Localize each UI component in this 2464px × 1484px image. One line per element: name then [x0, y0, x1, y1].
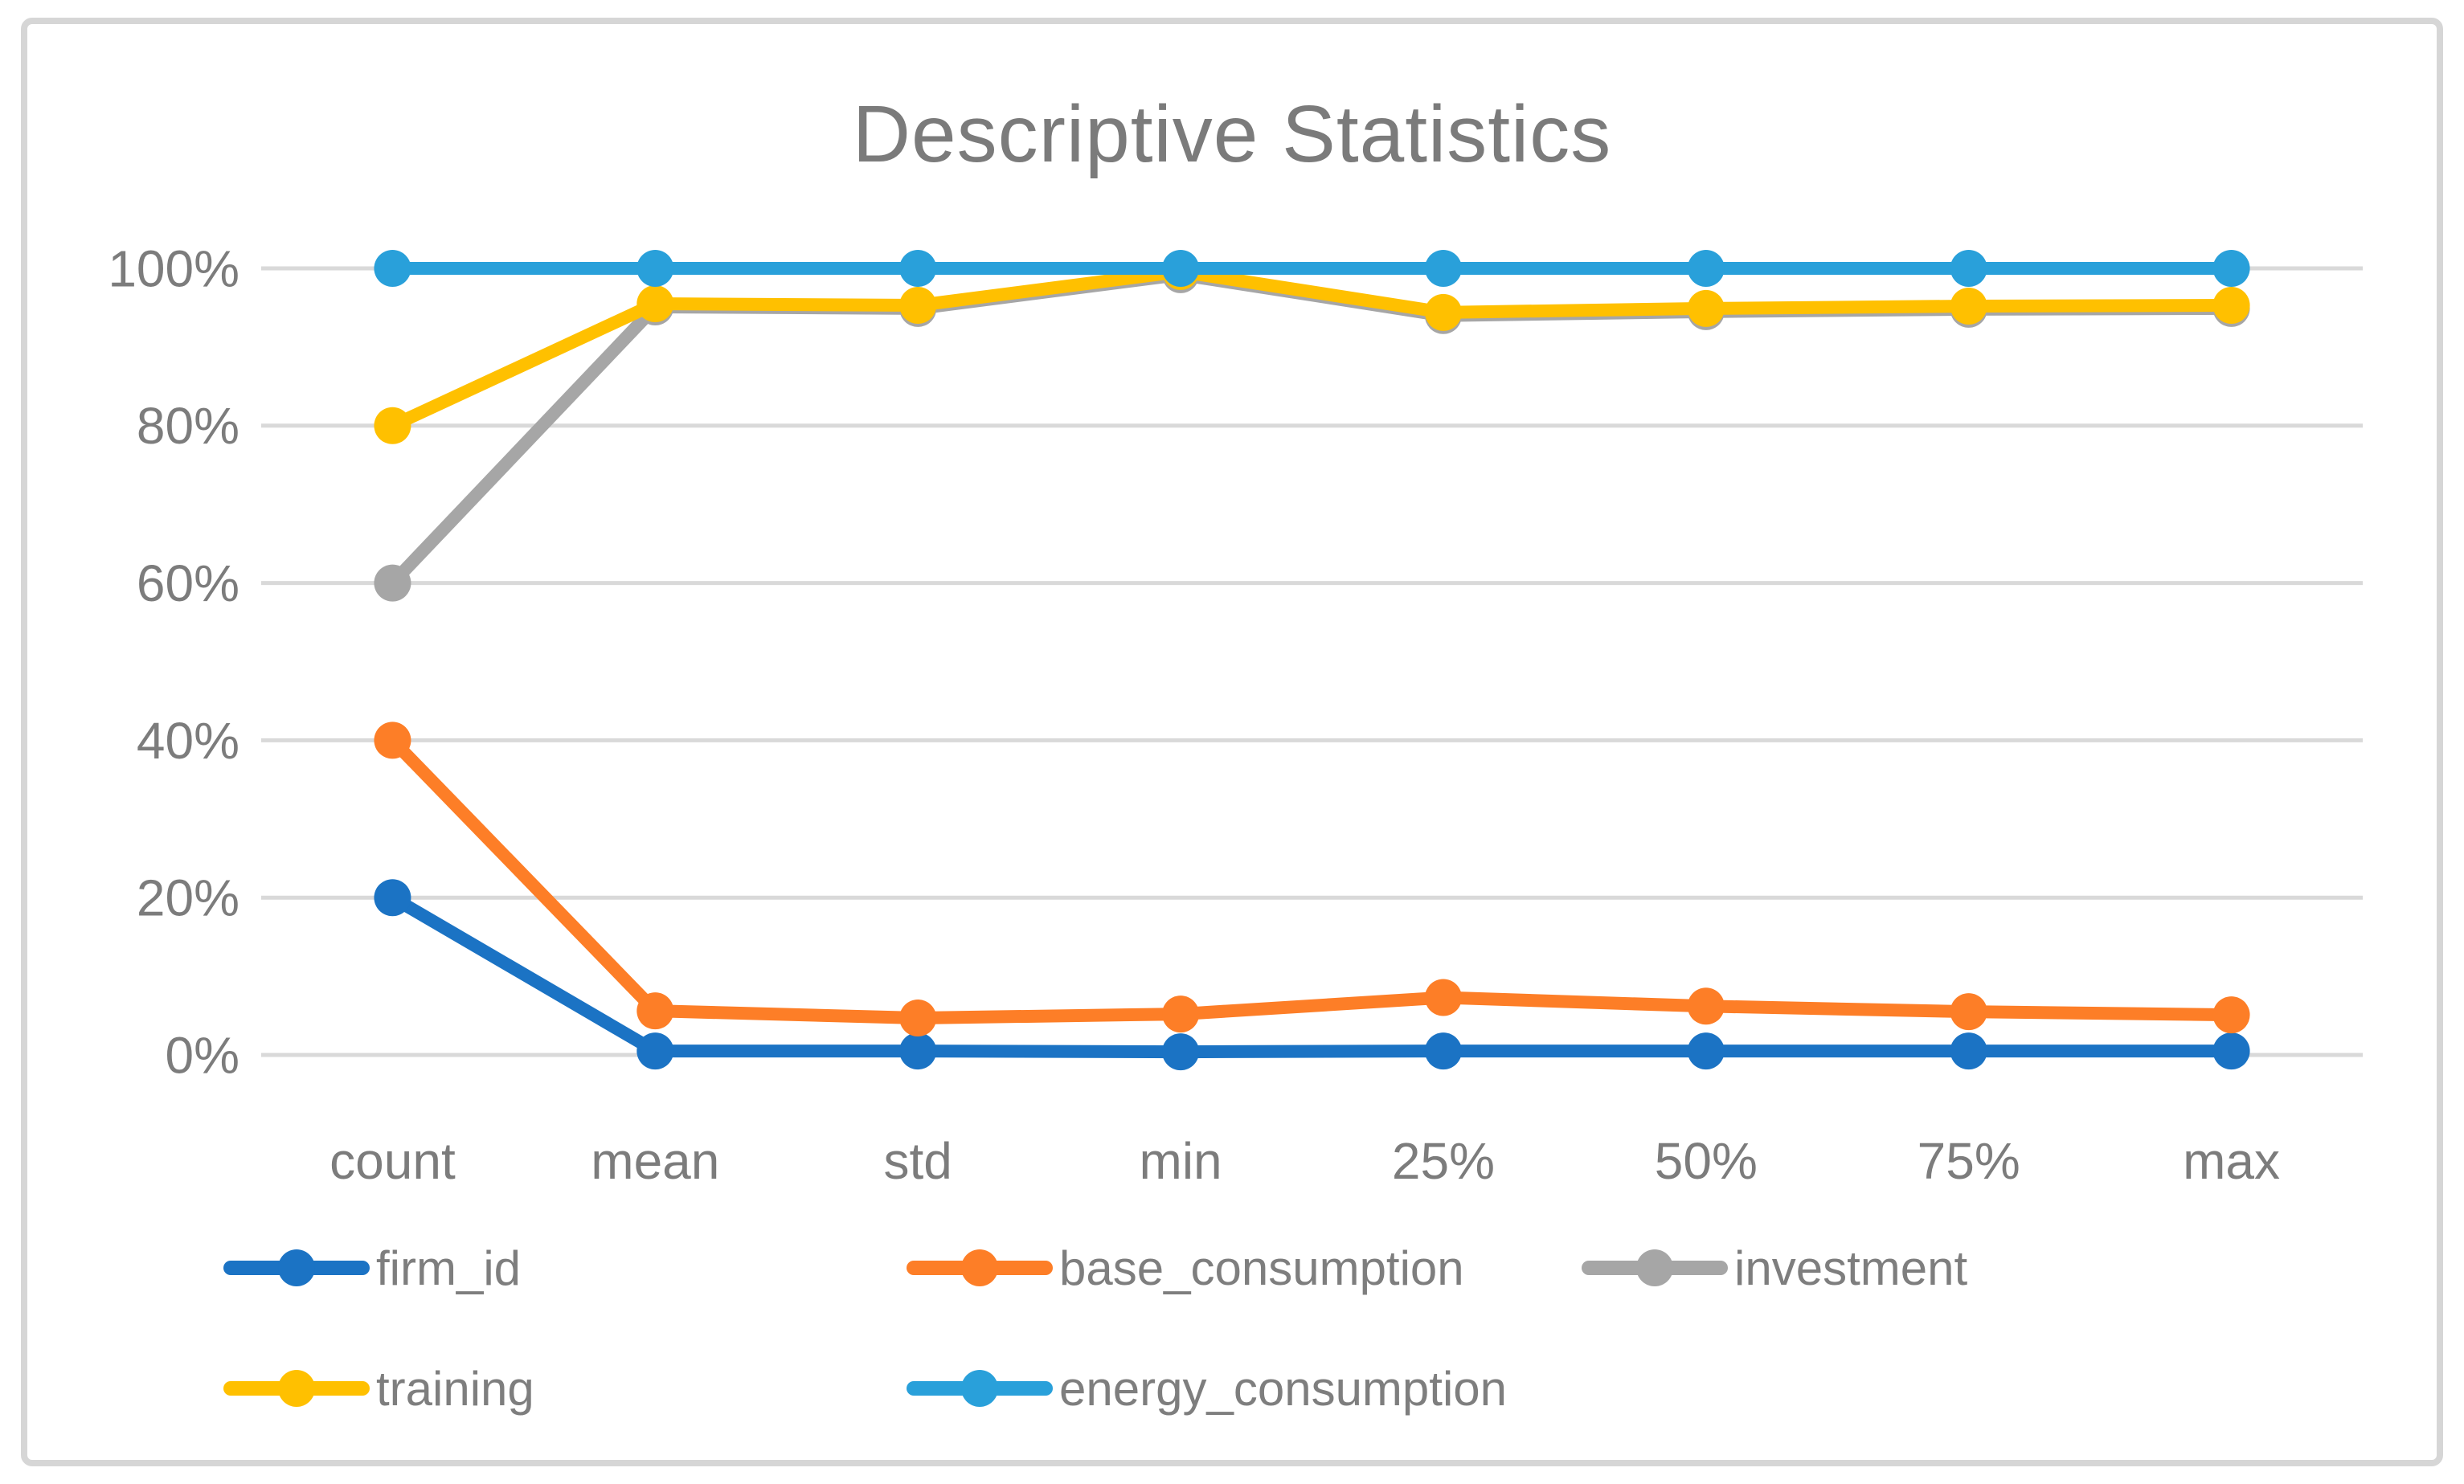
series-marker-training: [1424, 293, 1462, 331]
x-axis-tick-label: 75%: [1918, 1132, 2020, 1190]
y-axis-tick-label: 0%: [166, 1026, 240, 1084]
series-marker-firm_id: [1687, 1032, 1725, 1070]
legend-marker-icon: [223, 1249, 370, 1286]
series-marker-training: [374, 407, 411, 444]
y-axis-tick-label: 40%: [137, 712, 239, 770]
series-marker-training: [899, 287, 937, 325]
legend-marker-icon: [907, 1370, 1053, 1407]
series-marker-energy_consumption: [1162, 250, 1200, 287]
series-marker-base_consumption: [374, 722, 411, 759]
series-marker-firm_id: [1162, 1033, 1200, 1071]
series-marker-base_consumption: [1162, 995, 1200, 1033]
series-marker-energy_consumption: [636, 250, 674, 287]
legend-marker-icon: [1582, 1249, 1728, 1286]
x-axis-tick-label: std: [884, 1132, 952, 1190]
series-marker-firm_id: [2212, 1032, 2250, 1070]
series-marker-base_consumption: [1950, 993, 1987, 1031]
legend-marker-icon: [907, 1249, 1053, 1286]
legend-label: energy_consumption: [1059, 1361, 1508, 1416]
x-axis-tick-label: count: [329, 1132, 456, 1190]
series-marker-base_consumption: [2212, 996, 2250, 1034]
series-marker-energy_consumption: [2212, 250, 2250, 287]
x-axis-tick-label: mean: [591, 1132, 719, 1190]
legend-item-investment: investment: [1582, 1241, 1968, 1295]
y-axis-tick-label: 20%: [137, 869, 239, 927]
y-axis-tick-label: 100%: [108, 239, 239, 297]
series-line-firm_id: [386, 891, 2238, 1059]
series-line-training: [386, 264, 2238, 432]
legend-label: base_consumption: [1059, 1241, 1464, 1295]
series-marker-training: [1950, 287, 1987, 325]
series-marker-firm_id: [1424, 1032, 1462, 1070]
series-marker-firm_id: [899, 1032, 937, 1070]
series-line-base_consumption: [386, 734, 2238, 1024]
x-axis-tick-label: max: [2183, 1132, 2280, 1190]
chart-frame: [21, 18, 2443, 1466]
x-axis-tick-label: 50%: [1655, 1132, 1758, 1190]
series-marker-energy_consumption: [1424, 250, 1462, 287]
legend-label: training: [376, 1361, 534, 1416]
series-marker-investment: [374, 564, 411, 602]
series-marker-firm_id: [636, 1032, 674, 1070]
series-marker-energy_consumption: [374, 250, 411, 287]
legend-label: firm_id: [376, 1241, 522, 1295]
series-marker-base_consumption: [899, 999, 937, 1036]
series-marker-firm_id: [1950, 1032, 1987, 1070]
x-axis-tick-label: min: [1140, 1132, 1222, 1190]
series-marker-firm_id: [374, 879, 411, 917]
series-marker-base_consumption: [1687, 987, 1725, 1025]
chart-title: Descriptive Statistics: [852, 89, 1612, 179]
series-marker-training: [1687, 289, 1725, 327]
y-axis-tick-label: 80%: [137, 397, 239, 455]
series-marker-energy_consumption: [899, 250, 937, 287]
y-axis-tick-label: 60%: [137, 554, 239, 612]
x-axis-tick-label: 25%: [1392, 1132, 1495, 1190]
series-marker-training: [636, 285, 674, 323]
series-marker-base_consumption: [636, 992, 674, 1030]
legend-label: investment: [1734, 1241, 1968, 1295]
legend-item-training: training: [223, 1361, 534, 1416]
series-marker-training: [2212, 287, 2250, 325]
series-marker-energy_consumption: [1950, 250, 1987, 287]
legend-item-base_consumption: base_consumption: [907, 1241, 1464, 1295]
legend-item-energy_consumption: energy_consumption: [907, 1361, 1508, 1416]
series-marker-base_consumption: [1424, 979, 1462, 1016]
series-marker-energy_consumption: [1687, 250, 1725, 287]
legend-marker-icon: [223, 1370, 370, 1407]
legend-item-firm_id: firm_id: [223, 1241, 522, 1295]
